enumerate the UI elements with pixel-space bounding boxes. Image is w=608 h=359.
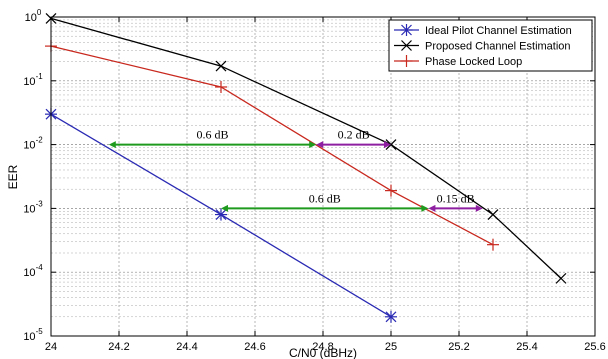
annotation-label: 0.6 dB [196,128,228,142]
data-point [215,80,227,93]
y-tick-label: 10-2 [23,136,43,152]
marker-stroke [215,60,227,72]
y-tick-label: 10-3 [23,199,43,215]
y-tick-label: 10-4 [23,263,43,279]
annotation-arrowhead-left [108,141,116,149]
legend-item: Phase Locked Loop [394,55,522,68]
annotation-label: 0.6 dB [309,191,341,205]
legend-box [388,19,593,72]
annotation-label: 0.2 dB [338,128,370,142]
legend-swatch-marker [400,55,413,67]
db-annotation: 0.6 dB [108,128,317,149]
x-tick-label: 24.6 [244,341,265,353]
y-tick-label: 100 [25,8,42,24]
x-tick-label: 25 [385,341,397,353]
data-point [487,238,499,251]
annotation-label: 0.15 dB [437,191,475,205]
x-axis-label: C/N0 (dBHz) [289,346,357,359]
legend-label: Phase Locked Loop [425,56,522,68]
legend: Ideal Pilot Channel Estimation Proposed C… [388,19,593,72]
annotation-arrowhead-left [221,204,228,212]
y-tick-label: 10-5 [23,327,43,343]
x-tick-label: 24 [45,341,57,353]
x-tick-label: 24.2 [108,341,129,353]
data-point [215,208,227,221]
data-point [215,60,227,72]
annotation-arrowhead-left [316,141,324,149]
y-axis-ticks: 10-5 10-4 10-3 10-2 10-1 100 [23,8,595,343]
db-annotation: 0.15 dB [428,191,483,212]
legend-label: Proposed Channel Estimation [425,41,571,53]
legend-swatch-marker [400,24,413,36]
annotation-arrowhead-right [384,141,391,149]
x-tick-label: 24.4 [176,341,197,353]
annotation-arrowhead-left [428,204,436,212]
data-point [385,310,397,323]
data-point [555,272,567,284]
x-tick-label: 24.8 [312,341,333,353]
data-point [487,209,499,221]
x-tick-label: 25.6 [584,341,605,353]
annotation-layer: 0.6 dB 0.2 dB 0.6 dB 0.15 dB [108,128,483,212]
x-axis-ticks: 24 24.2 24.4 24.6 24.8 25 25.2 25.4 25.6 [45,17,606,353]
y-axis-label: EER [6,164,20,189]
db-annotation: 0.6 dB [221,191,429,212]
legend-item: Proposed Channel Estimation [394,40,571,53]
y-tick-label: 10-1 [23,72,43,88]
data-point [385,184,397,197]
series-line [50,45,494,246]
marker-stroke [401,40,412,51]
x-tick-label: 25.4 [516,341,537,353]
db-annotation: 0.2 dB [316,128,391,149]
legend-label: Ideal Pilot Channel Estimation [425,25,572,37]
legend-swatch-marker [401,40,412,51]
annotation-arrowhead-right [421,204,429,212]
legend-item: Ideal Pilot Channel Estimation [394,24,572,37]
x-tick-label: 25.2 [448,341,469,353]
annotation-arrowhead-right [309,141,317,149]
marker-stroke [555,272,567,284]
annotation-arrowhead-right [475,204,483,212]
marker-stroke [487,209,499,221]
